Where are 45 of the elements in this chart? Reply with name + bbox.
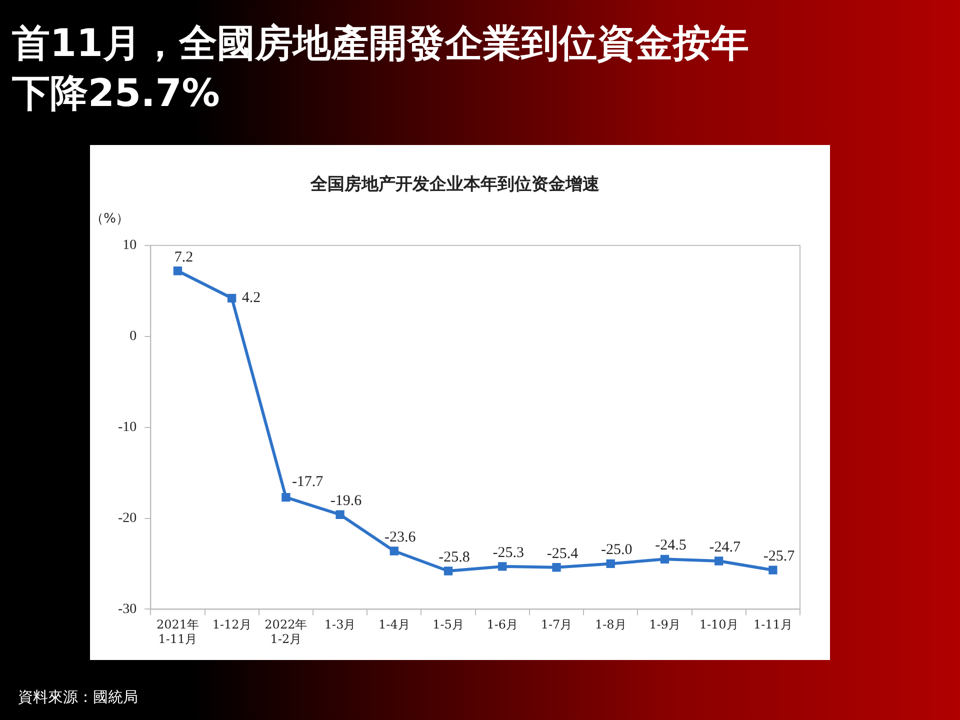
point	[552, 563, 561, 572]
data-label: -19.6	[330, 493, 362, 510]
x-tick-label: 1-6月	[486, 618, 518, 632]
data-label: 7.2	[174, 249, 194, 266]
data-label: -25.8	[438, 549, 470, 566]
x-tick-label: 1-11月	[753, 618, 792, 632]
point	[498, 562, 507, 571]
point	[606, 559, 615, 568]
point	[444, 566, 453, 576]
chart-title: 首11月，全國房地產開發企業到位資金按年下降25.7%	[12, 20, 750, 117]
x-tick-label: 1-8月	[594, 618, 626, 632]
point	[228, 294, 236, 302]
x-tick-label: 2022年 1-2月	[264, 618, 308, 646]
y-tick-label: -20	[118, 510, 137, 526]
data-label: -25.3	[492, 544, 524, 561]
x-tick-label: 1-12月	[212, 618, 252, 632]
x-tick-label: 1-7月	[540, 618, 572, 632]
data-label: -24.7	[709, 539, 741, 556]
data-label: -25.4	[546, 546, 579, 562]
x-tick-label: 1-4月	[378, 618, 410, 632]
y-tick-label: -10	[118, 420, 137, 435]
point	[282, 493, 290, 502]
point	[390, 546, 398, 556]
point	[660, 554, 670, 564]
y-tick-label: 10	[122, 238, 137, 254]
x-tick-label: 2021年 1-11月	[156, 618, 199, 646]
data-label: -24.5	[655, 538, 686, 554]
y-tick-label: 0	[130, 329, 137, 344]
x-tick-label: 1-3月	[324, 618, 356, 632]
data-label: 4.2	[242, 290, 261, 306]
y-axis-title: （%）	[90, 211, 130, 226]
data-label: -17.7	[292, 474, 324, 490]
point	[173, 266, 182, 276]
x-tick-label: 1-9月	[649, 618, 680, 632]
data-label: -23.6	[384, 529, 416, 546]
chart-subtitle: 全国房地产开发企业本年到位资金增速	[310, 174, 600, 195]
source-note: 資料來源：國統局	[18, 688, 138, 707]
data-label: -25.0	[600, 542, 632, 558]
x-tick-label: 1-5月	[432, 618, 464, 632]
point	[336, 510, 344, 519]
x-tick-label: 1-10月	[699, 618, 738, 632]
point	[714, 556, 724, 566]
point	[768, 566, 778, 574]
data-label: -25.7	[763, 548, 796, 565]
y-tick-label: -30	[118, 602, 137, 617]
